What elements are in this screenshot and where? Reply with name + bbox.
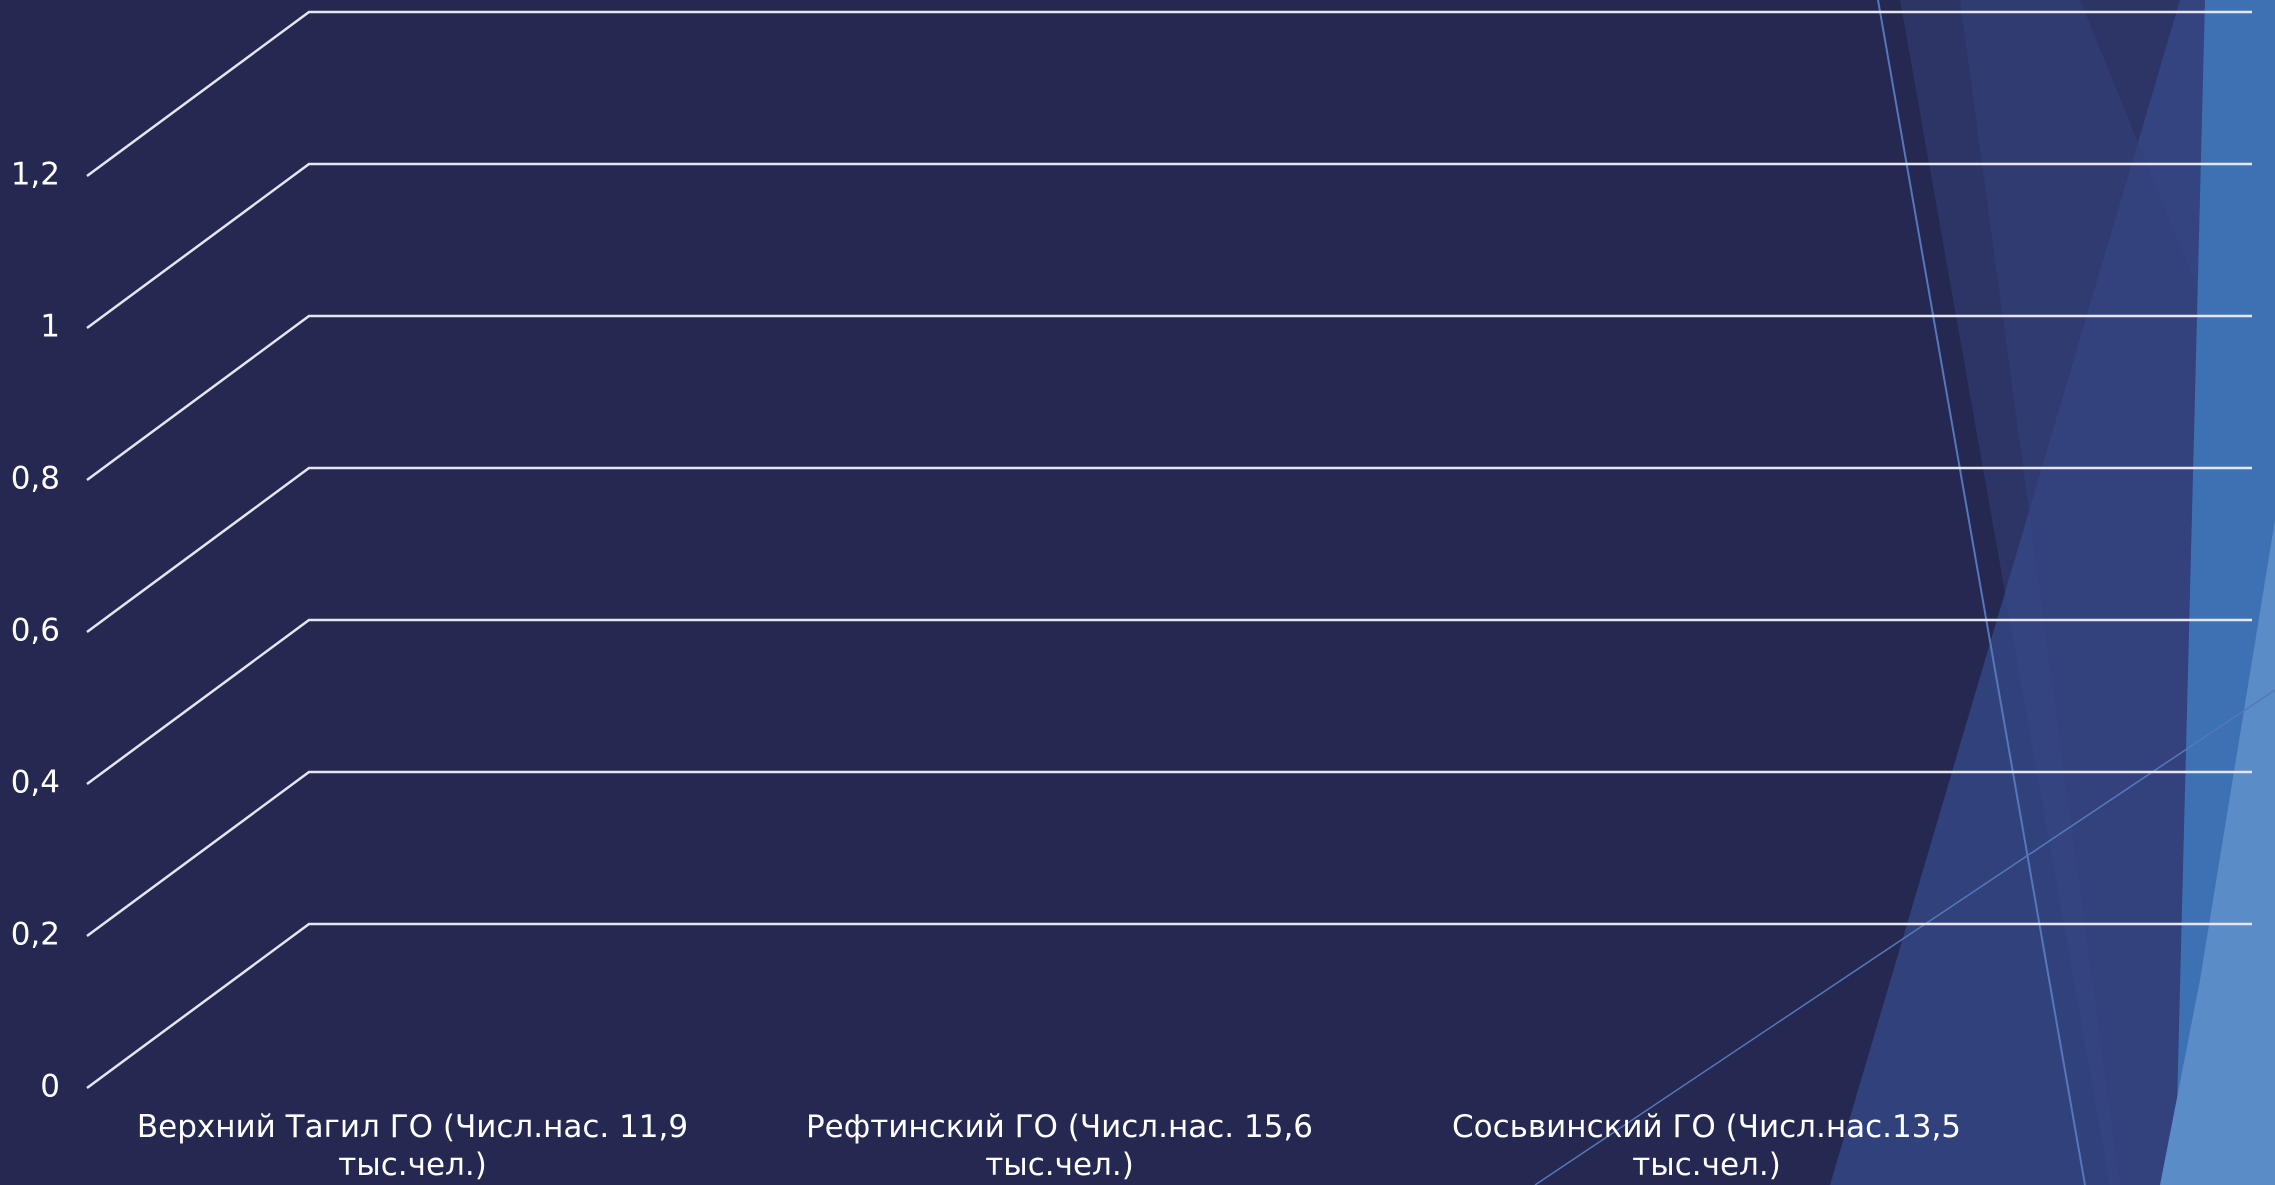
y-tick-label: 0,6 [11, 613, 60, 649]
grid-line [86, 162, 2252, 330]
y-tick-label: 1,2 [11, 157, 60, 193]
grid-line [86, 466, 2252, 634]
decor-line [1877, 0, 2086, 1185]
x-tick-label: Рефтинский ГО (Числ.нас. 15,6 тыс.чел.) [805, 1109, 1314, 1183]
y-tick-label: 0 [40, 1069, 60, 1105]
y-tick-label: 0,2 [11, 917, 60, 953]
grid-line [86, 314, 2252, 482]
y-tick-label: 0,4 [11, 765, 60, 801]
y-tick-label: 0,8 [11, 461, 60, 497]
x-tick-label: Верхний Тагил ГО (Числ.нас. 11,9 тыс.чел… [136, 1109, 689, 1183]
grid-line [86, 770, 2252, 938]
grid-line [86, 618, 2252, 786]
grid-line [86, 922, 2252, 1090]
background-decoration [1534, 0, 2275, 1185]
y-tick-label: 1 [40, 309, 60, 345]
grid-line [86, 10, 2252, 178]
decor-shape [2160, 520, 2275, 1185]
x-tick-label: Сосьвинский ГО (Числ.нас.13,5 тыс.чел.) [1451, 1109, 1962, 1183]
